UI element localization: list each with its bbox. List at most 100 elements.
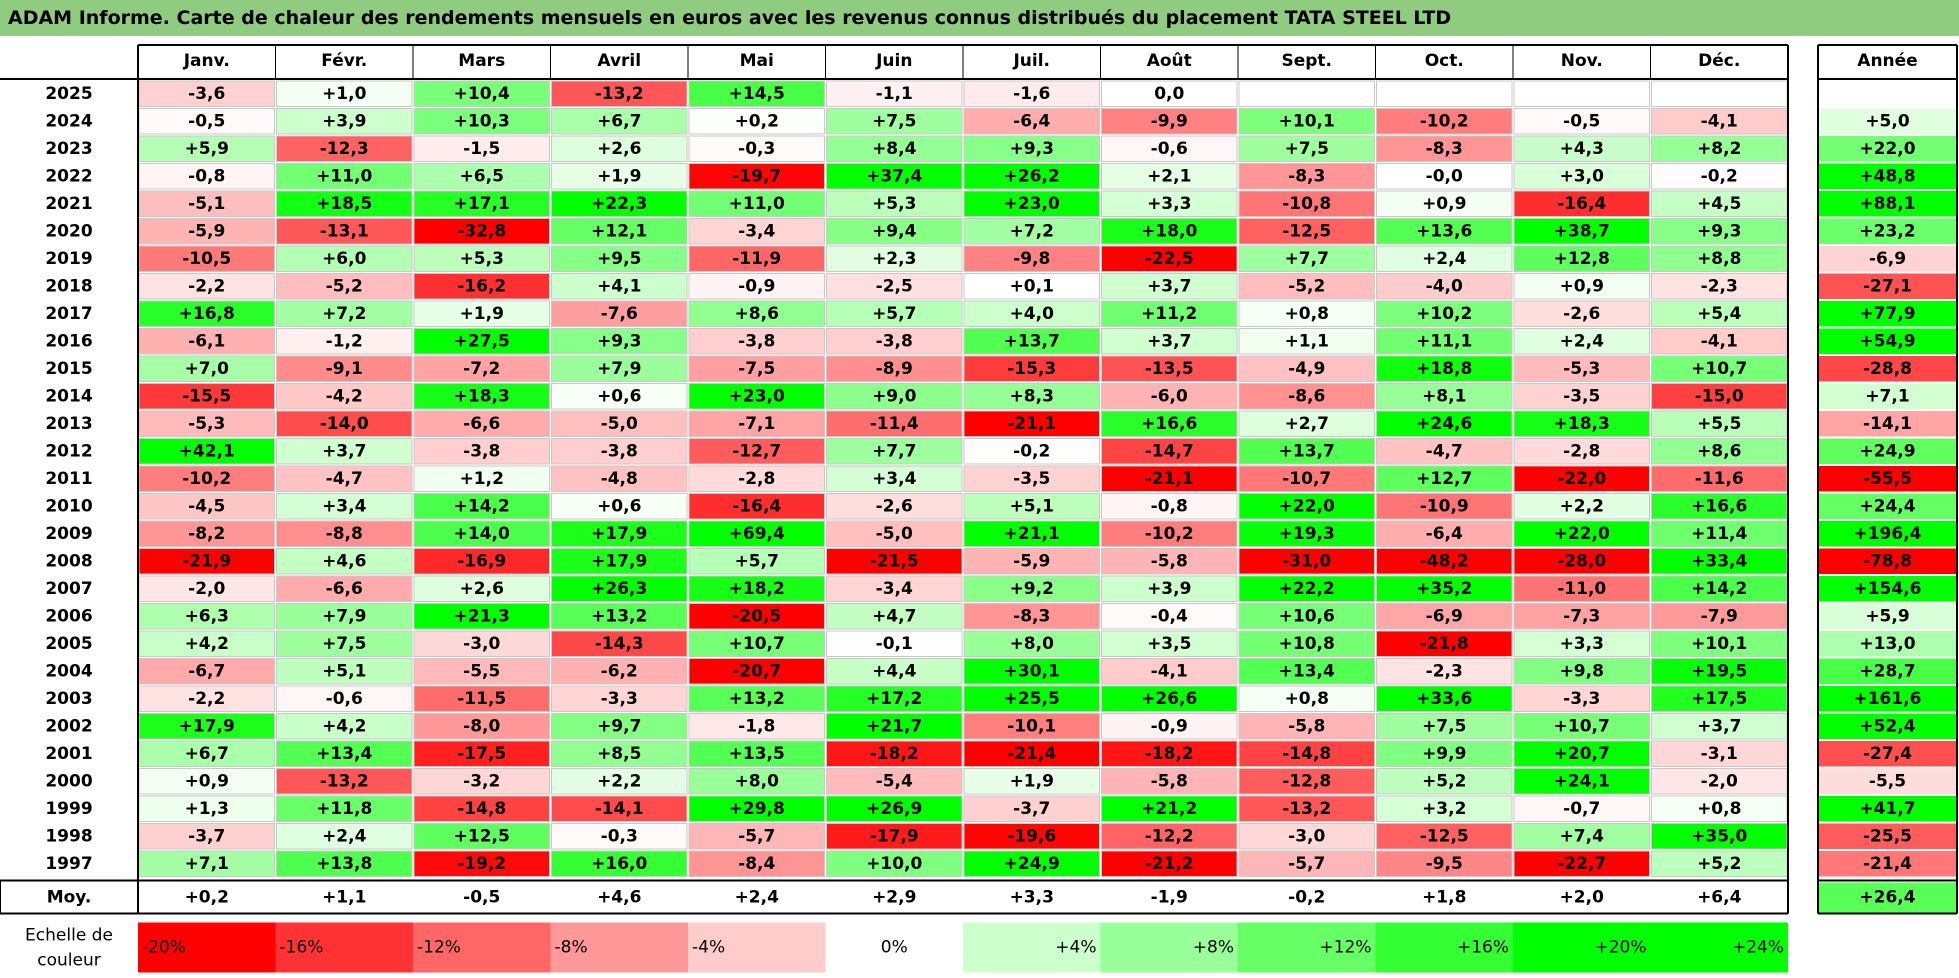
annual-cell (1819, 81, 1956, 107)
annual-value: +54,9 (1859, 331, 1915, 351)
cell-value: -12,5 (1282, 221, 1331, 241)
heatmap-cell (551, 135, 688, 162)
cell-value: -10,7 (1282, 469, 1331, 489)
heatmap-cell (963, 438, 1100, 465)
cell-value: -12,2 (1145, 826, 1194, 846)
cell-value: -2,2 (188, 276, 225, 296)
heatmap-cell (1513, 823, 1650, 850)
cell-value: +5,7 (735, 551, 779, 571)
annual-value: +5,0 (1865, 111, 1910, 131)
cell-value: -3,3 (1563, 689, 1600, 709)
heatmap-cell (826, 795, 963, 822)
cell-value: -7,6 (601, 304, 638, 324)
cell-value: +17,9 (179, 716, 235, 736)
heatmap-cell (1513, 438, 1650, 465)
heatmap-cell (138, 328, 275, 355)
heatmap-cell (551, 548, 688, 575)
cell-value: -14,7 (1145, 441, 1194, 461)
heatmap-cell (826, 465, 963, 492)
cell-value: +19,3 (1279, 524, 1335, 544)
heatmap-cell (551, 80, 688, 107)
cell-value: -0,9 (1151, 716, 1188, 736)
cell-value: +42,1 (179, 441, 235, 461)
average-value: +3,3 (1010, 888, 1054, 908)
heatmap-cell (963, 713, 1100, 740)
heatmap-cell (276, 383, 413, 410)
heatmap-cell (1101, 273, 1238, 300)
cell-value: +9,2 (1010, 579, 1054, 599)
cell-value: +21,3 (454, 606, 510, 626)
cell-value: +2,6 (460, 579, 504, 599)
color-scale-label: Echelle de (25, 926, 113, 946)
heatmap-cell (826, 575, 963, 602)
cell-value: -4,1 (1151, 661, 1188, 681)
cell-value: -4,9 (1288, 359, 1325, 379)
cell-value: -21,1 (1007, 414, 1056, 434)
heatmap-cell (138, 190, 275, 217)
cell-value: -14,8 (1282, 744, 1331, 764)
cell-value: +0,8 (1285, 304, 1329, 324)
cell-value: +13,4 (1279, 661, 1335, 681)
cell-value: -10,5 (182, 249, 231, 269)
heatmap-cell (413, 355, 550, 382)
heatmap-cell (688, 438, 825, 465)
annual-cell (1819, 136, 1956, 162)
heatmap-cell (1376, 245, 1513, 272)
heatmap-cell (551, 658, 688, 685)
heatmap-cell (1513, 630, 1650, 657)
heatmap-cell (1513, 740, 1650, 767)
heatmap-cell (1513, 135, 1650, 162)
average-value: +4,6 (597, 888, 641, 908)
heatmap-cell (1101, 768, 1238, 795)
cell-value: +7,1 (185, 854, 229, 874)
annual-value: +88,1 (1859, 194, 1915, 214)
cell-value: +8,6 (1697, 441, 1741, 461)
cell-value: +3,4 (322, 496, 367, 516)
color-scale-swatch (963, 922, 1101, 973)
annual-cell (1819, 768, 1956, 794)
heatmap-cell (1101, 740, 1238, 767)
color-scale-stop: +8% (1193, 938, 1234, 958)
month-header: Déc. (1698, 51, 1740, 71)
heatmap-cell (826, 300, 963, 327)
cell-value: -5,3 (1563, 359, 1600, 379)
cell-value: +6,7 (597, 111, 641, 131)
heatmap-cell (1513, 273, 1650, 300)
heatmap-cell (276, 823, 413, 850)
heatmap-cell (1101, 410, 1238, 437)
cell-value: +9,9 (1422, 744, 1466, 764)
color-scale-stop: +4% (1055, 938, 1096, 958)
heatmap-cell (1513, 795, 1650, 822)
heatmap-cell (551, 850, 688, 877)
heatmap-cell (1651, 823, 1788, 850)
heatmap-cell (688, 768, 825, 795)
cell-value: -13,1 (320, 221, 369, 241)
heatmap-cell (276, 108, 413, 135)
heatmap-cell (1651, 383, 1788, 410)
heatmap-cell (826, 190, 963, 217)
heatmap-cell (1651, 355, 1788, 382)
heatmap-cell (963, 795, 1100, 822)
cell-value: +2,4 (1560, 331, 1605, 351)
year-label: 2000 (45, 771, 92, 791)
heatmap-cell (963, 850, 1100, 877)
heatmap-cell (413, 520, 550, 547)
heatmap-cell (138, 823, 275, 850)
heatmap-cell (1376, 135, 1513, 162)
cell-value: +35,0 (1691, 826, 1747, 846)
cell-value: -10,2 (1145, 524, 1194, 544)
heatmap-cell (276, 493, 413, 520)
heatmap-cell (1376, 685, 1513, 712)
heatmap-cell (413, 135, 550, 162)
cell-value: -32,8 (457, 221, 506, 241)
heatmap-cell (826, 520, 963, 547)
cell-value: +7,4 (1560, 826, 1605, 846)
cell-value: -14,1 (595, 799, 644, 819)
cell-value: +5,2 (1697, 854, 1741, 874)
annual-cell (1819, 658, 1956, 684)
heatmap-cell (138, 685, 275, 712)
heatmap-cell (1238, 135, 1375, 162)
annual-value: -55,5 (1863, 469, 1912, 489)
cell-value: +7,5 (872, 111, 916, 131)
cell-value: -13,2 (320, 771, 369, 791)
